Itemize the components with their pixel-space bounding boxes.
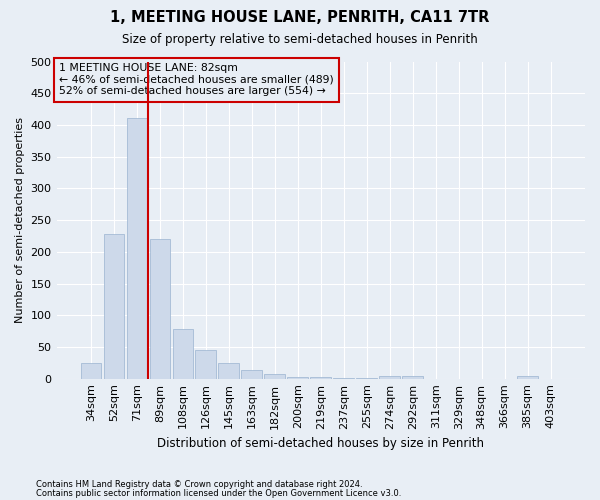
Bar <box>80 363 101 378</box>
Text: Contains public sector information licensed under the Open Government Licence v3: Contains public sector information licen… <box>36 489 401 498</box>
Y-axis label: Number of semi-detached properties: Number of semi-detached properties <box>15 117 25 323</box>
Bar <box>287 377 308 378</box>
Bar <box>173 329 193 378</box>
Bar <box>127 118 147 378</box>
Bar <box>104 234 124 378</box>
Bar <box>379 376 400 378</box>
Bar <box>403 376 423 378</box>
Bar <box>241 370 262 378</box>
Bar <box>149 239 170 378</box>
Text: 1, MEETING HOUSE LANE, PENRITH, CA11 7TR: 1, MEETING HOUSE LANE, PENRITH, CA11 7TR <box>110 10 490 25</box>
Text: 1 MEETING HOUSE LANE: 82sqm
← 46% of semi-detached houses are smaller (489)
52% : 1 MEETING HOUSE LANE: 82sqm ← 46% of sem… <box>59 63 334 96</box>
Bar <box>218 363 239 378</box>
Text: Contains HM Land Registry data © Crown copyright and database right 2024.: Contains HM Land Registry data © Crown c… <box>36 480 362 489</box>
Bar <box>265 374 285 378</box>
Bar <box>517 376 538 378</box>
Bar <box>196 350 216 378</box>
Text: Size of property relative to semi-detached houses in Penrith: Size of property relative to semi-detach… <box>122 32 478 46</box>
X-axis label: Distribution of semi-detached houses by size in Penrith: Distribution of semi-detached houses by … <box>157 437 484 450</box>
